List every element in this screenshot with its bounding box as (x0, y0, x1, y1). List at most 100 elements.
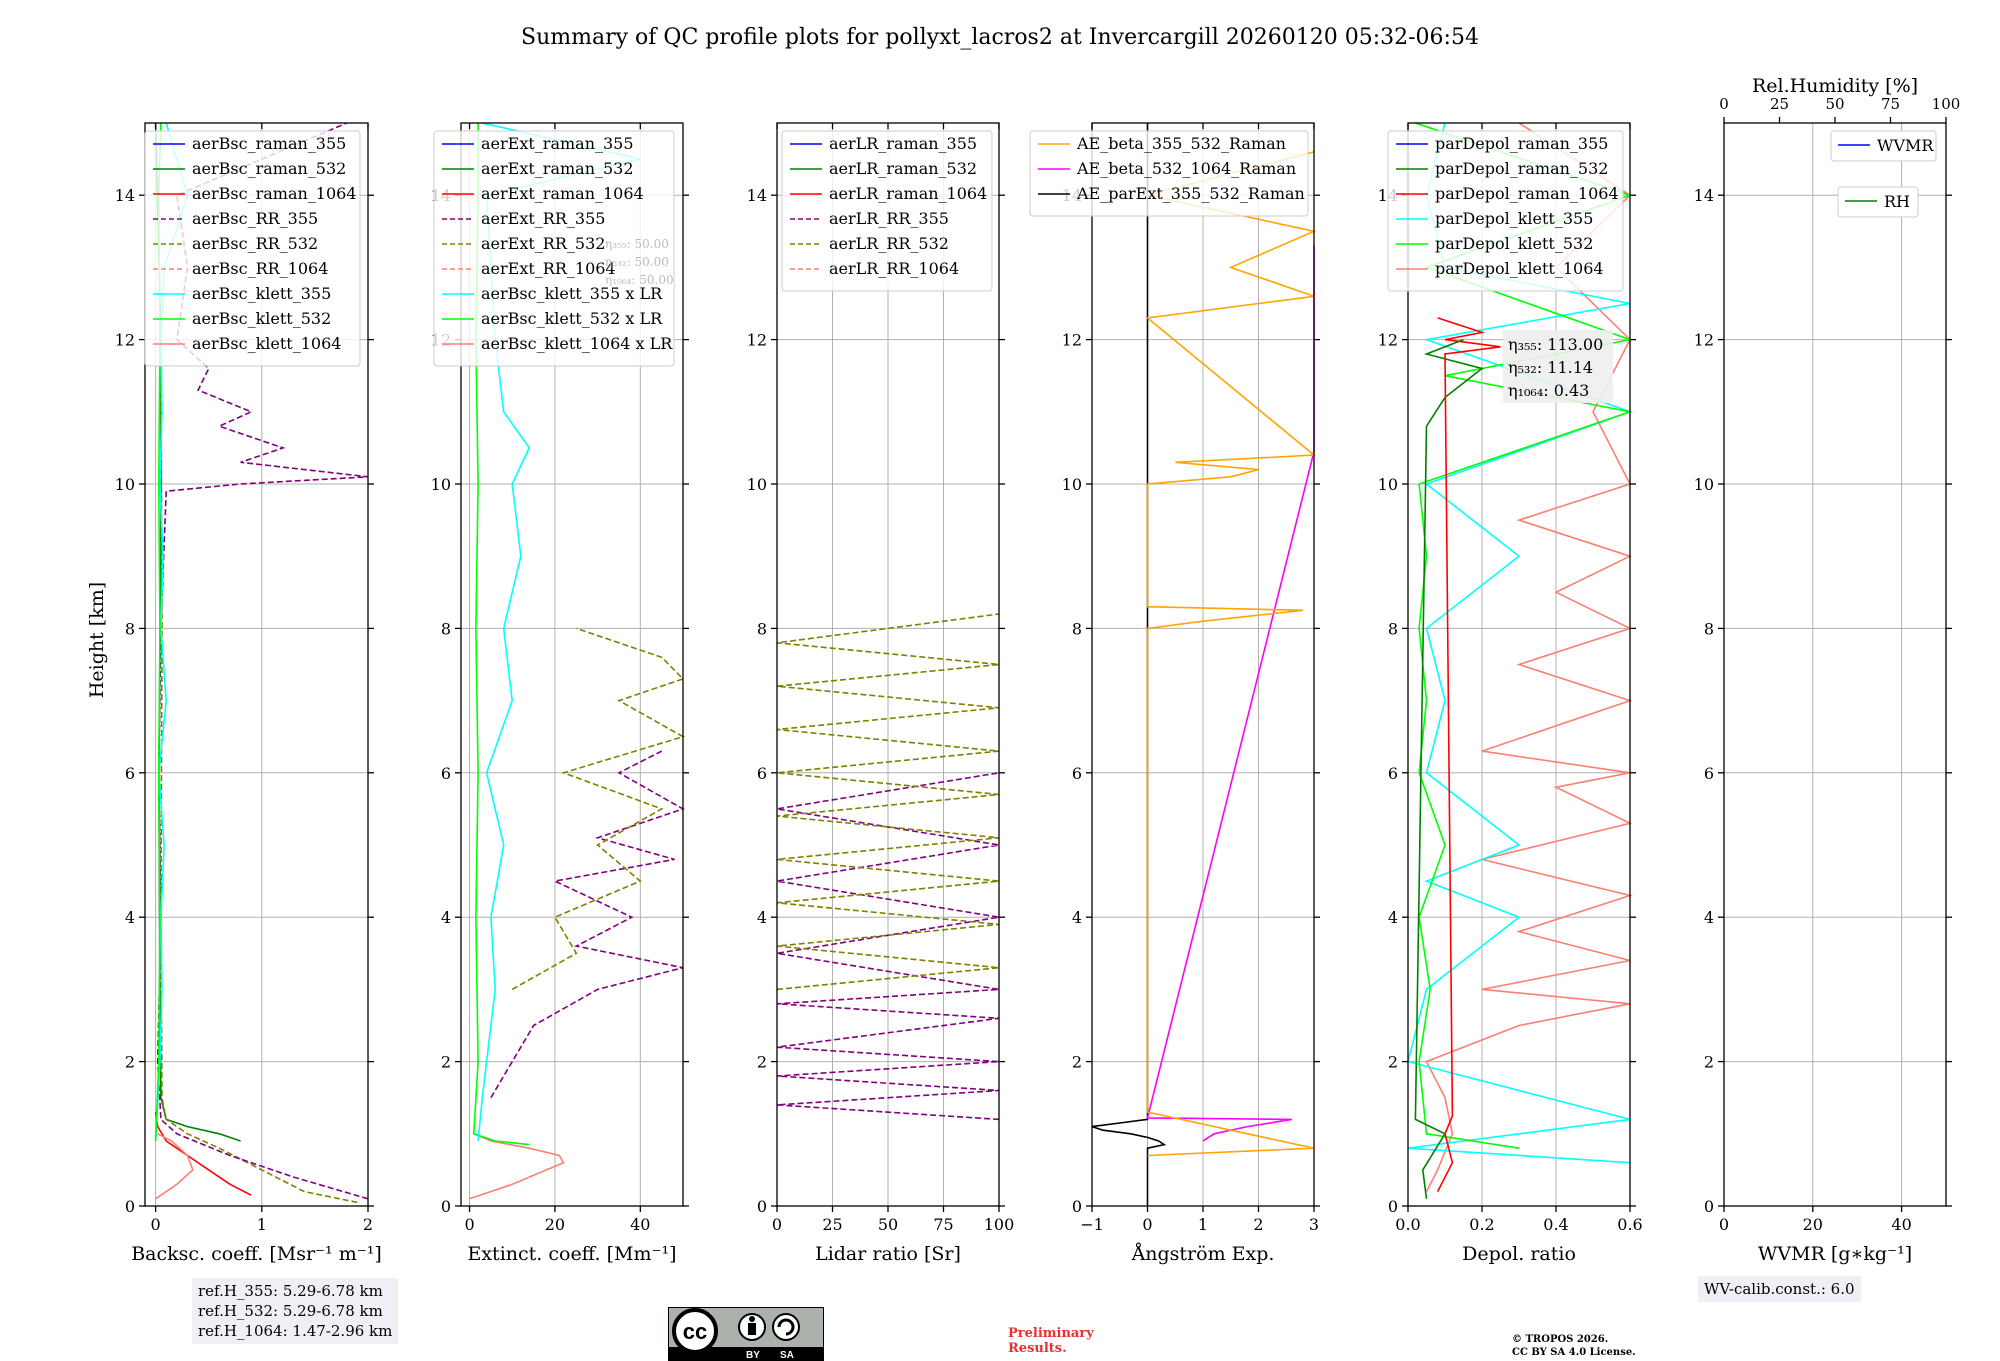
y-tick-label-depol: 0 (1388, 1197, 1398, 1216)
wv-calibration-constant: WV-calib.const.: 6.0 (1704, 1280, 1855, 1298)
x-axis-label-wv: WVMR [g∗kg⁻¹] (1758, 1243, 1912, 1265)
x-tick-label-depol: 0.2 (1469, 1215, 1494, 1234)
legend-entry-lr: aerLR_raman_355 (829, 134, 977, 153)
panel-ext: 0204002468101214Extinct. coeff. [Mm⁻¹]ae… (431, 122, 689, 1265)
legend-entry-lr: aerLR_raman_1064 (829, 184, 987, 203)
x-tick-label-ae: 2 (1253, 1215, 1263, 1234)
y-tick-label-wv: 14 (1694, 186, 1714, 205)
copyright-line-2: CC BY SA 4.0 License. (1512, 1347, 1636, 1358)
series-line-ext-0 (469, 1133, 565, 1200)
x-tick-label-bsc: 0 (151, 1215, 161, 1234)
series-line-bsc-0 (154, 1111, 252, 1196)
y-tick-label-wv: 8 (1704, 619, 1714, 638)
legend-entry-ext: aerExt_raman_355 (481, 134, 634, 153)
sa-share-alike-icon (772, 1313, 800, 1341)
x-tick-label-ext: 40 (630, 1215, 650, 1234)
y-tick-label-ext: 0 (441, 1197, 451, 1216)
legend-box-rh (1837, 186, 1919, 218)
plot-frame-bsc (144, 122, 369, 1207)
x-axis-label-lr: Lidar ratio [Sr] (815, 1243, 961, 1265)
y-tick-label-lr: 0 (757, 1197, 767, 1216)
y-tick-label-depol: 2 (1388, 1053, 1398, 1072)
height-axis-label: Height [km] (86, 582, 108, 698)
legend-entry-rh: RH (1884, 192, 1910, 211)
figure-title: Summary of QC profile plots for pollyxt_… (521, 25, 1479, 50)
legend-box-ext (433, 130, 675, 367)
legend-entry-ext: aerBsc_klett_355 x LR (481, 284, 663, 303)
cc-by-label: BY (746, 1350, 760, 1361)
ref-height-532: ref.H_532: 5.29-6.78 km (198, 1302, 383, 1320)
x-tick-label-wv: 20 (1803, 1215, 1823, 1234)
x-tick-label-depol: 0.6 (1617, 1215, 1642, 1234)
legend-entry-bsc: aerBsc_klett_355 (192, 284, 331, 303)
legend-box-depol (1387, 130, 1624, 292)
legend-entry-wvmr: WVMR (1877, 136, 1934, 155)
series-line-ext-4 (511, 627, 686, 991)
legend-entry-ext: aerBsc_klett_532 x LR (481, 309, 663, 328)
series-line-ae-1 (1146, 245, 1315, 1142)
x-axis-label-ae: Ångström Exp. (1131, 1243, 1275, 1265)
y-tick-label-wv: 6 (1704, 764, 1714, 783)
legend-entry-ext: aerExt_raman_532 (481, 159, 634, 178)
x-tick-label-ae: 3 (1309, 1215, 1319, 1234)
copyright-note: © TROPOS 2026. CC BY SA 4.0 License. (1512, 1333, 1712, 1359)
x-tick-label-lr: 0 (772, 1215, 782, 1234)
legend-ae: AE_beta_355_532_Raman AE_beta_532_1064_Ra… (1029, 130, 1309, 217)
legend-entry-lr: aerLR_RR_532 (829, 234, 949, 253)
legend-box-wvmr (1830, 130, 1937, 162)
eta-label-1: η₅₃₂: 11.14 (1508, 358, 1593, 377)
legend-entry-bsc: aerBsc_klett_1064 (192, 334, 341, 353)
y-tick-label-ae: 8 (1072, 619, 1082, 638)
panel-depol: 0.00.20.40.602468101214Depol. ratioparDe… (1378, 122, 1643, 1265)
legend-entry-depol: parDepol_klett_355 (1435, 209, 1593, 228)
legend-entry-ae: AE_beta_532_1064_Raman (1076, 159, 1296, 178)
x-tick-label-ae: 1 (1198, 1215, 1208, 1234)
top-x-tick-label-wv: 25 (1770, 95, 1789, 113)
legend-entry-depol: parDepol_klett_532 (1435, 234, 1593, 253)
legend-entry-ext: aerExt_RR_355 (481, 209, 605, 228)
series-line-lr-1 (776, 613, 1000, 991)
legend-entry-bsc: aerBsc_raman_355 (192, 134, 346, 153)
legend-box-lr (781, 130, 993, 292)
top-x-axis-label-wv: Rel.Humidity [%] (1752, 75, 1918, 97)
panel-ae: −1012302468101214Ångström Exp.AE_beta_35… (1029, 122, 1320, 1265)
legend-entry-ext: aerExt_raman_1064 (481, 184, 644, 203)
y-tick-label-depol: 12 (1378, 331, 1398, 350)
y-tick-label-wv: 0 (1704, 1197, 1714, 1216)
cc-mark: cc (683, 1319, 707, 1344)
y-tick-label-ae: 6 (1072, 764, 1082, 783)
series-line-ae-0 (1091, 123, 1167, 1206)
y-tick-label-lr: 12 (747, 331, 767, 350)
series-line-depol-4 (1436, 317, 1501, 1192)
x-axis-label-bsc: Backsc. coeff. [Msr⁻¹ m⁻¹] (131, 1243, 382, 1265)
y-tick-label-bsc: 10 (115, 475, 135, 494)
y-tick-label-bsc: 2 (125, 1053, 135, 1072)
y-tick-label-ext: 8 (441, 619, 451, 638)
x-tick-label-bsc: 2 (363, 1215, 373, 1234)
y-tick-label-ext: 10 (431, 475, 451, 494)
y-tick-label-lr: 14 (747, 186, 767, 205)
legend-entry-depol: parDepol_raman_1064 (1435, 184, 1619, 203)
top-x-tick-label-wv: 50 (1825, 95, 1844, 113)
ref-height-355: ref.H_355: 5.29-6.78 km (198, 1282, 383, 1300)
y-tick-label-ae: 2 (1072, 1053, 1082, 1072)
copyright-line-1: © TROPOS 2026. (1512, 1334, 1609, 1345)
legend-entry-bsc: aerBsc_RR_1064 (192, 259, 328, 278)
x-tick-label-ae: −1 (1080, 1215, 1104, 1234)
x-tick-label-lr: 50 (878, 1215, 898, 1234)
series-line-bsc-6 (155, 1133, 194, 1200)
legend-bsc: aerBsc_raman_355 aerBsc_raman_532 aerBsc_r… (144, 130, 361, 367)
preliminary-line-2: Results. (1008, 1341, 1067, 1356)
y-tick-label-ae: 0 (1072, 1197, 1082, 1216)
legend-lr: aerLR_raman_355 aerLR_raman_532 aerLR_rama… (781, 130, 993, 292)
legend-entry-depol: parDepol_raman_355 (1435, 134, 1608, 153)
y-tick-label-bsc: 0 (125, 1197, 135, 1216)
reference-height-box: ref.H_355: 5.29-6.78 km ref.H_532: 5.29-… (192, 1278, 399, 1344)
eta-label-0: η₃₅₅: 113.00 (1508, 335, 1603, 354)
y-tick-label-ext: 6 (441, 764, 451, 783)
x-tick-label-wv: 40 (1891, 1215, 1911, 1234)
y-tick-label-bsc: 4 (125, 908, 135, 927)
y-tick-label-depol: 6 (1388, 764, 1398, 783)
legend-box-ae (1029, 130, 1309, 217)
